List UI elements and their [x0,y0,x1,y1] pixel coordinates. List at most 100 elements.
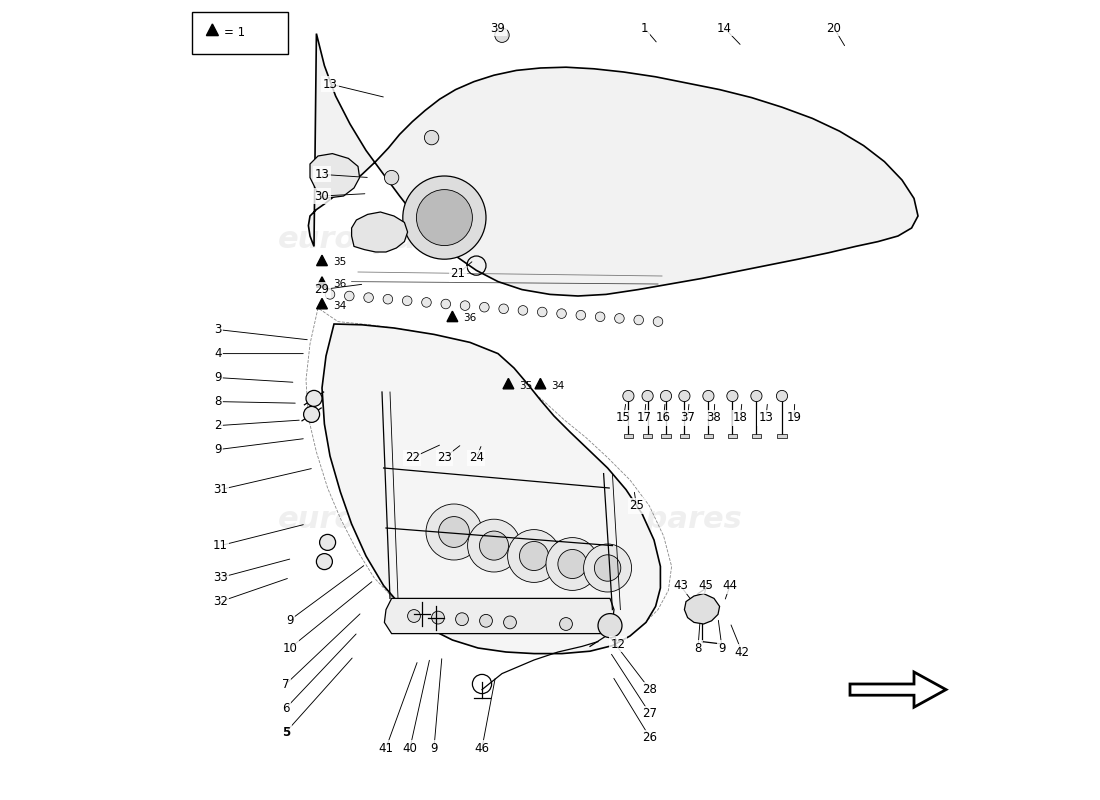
Circle shape [598,614,622,638]
Text: 29: 29 [315,283,330,296]
Circle shape [425,130,439,145]
Circle shape [507,530,560,582]
Text: 6: 6 [283,702,289,714]
Circle shape [403,296,412,306]
Circle shape [727,390,738,402]
Text: 11: 11 [213,539,228,552]
Text: eurospares: eurospares [550,226,742,254]
Text: 40: 40 [403,742,417,754]
Text: 9: 9 [430,742,438,754]
Circle shape [306,390,322,406]
Text: 44: 44 [723,579,737,592]
Text: 22: 22 [405,451,420,464]
Text: 36: 36 [463,314,477,323]
Circle shape [595,312,605,322]
Polygon shape [751,434,761,438]
Circle shape [480,614,493,627]
Text: 1: 1 [640,22,648,34]
Text: 2: 2 [214,419,222,432]
Text: 18: 18 [733,411,748,424]
Text: eurospares: eurospares [550,506,742,534]
Polygon shape [352,212,408,252]
Circle shape [468,519,520,572]
Circle shape [417,190,472,246]
Polygon shape [317,255,328,266]
Text: 14: 14 [717,22,732,34]
Circle shape [703,390,714,402]
Text: 35: 35 [333,258,346,267]
Text: 9: 9 [214,371,222,384]
Polygon shape [778,434,786,438]
Text: 34: 34 [333,301,346,310]
Circle shape [421,298,431,307]
Text: 43: 43 [673,579,688,592]
Text: 24: 24 [469,451,484,464]
Text: 30: 30 [315,190,329,202]
Text: 23: 23 [437,451,452,464]
Polygon shape [317,298,328,309]
Text: 38: 38 [706,411,722,424]
Polygon shape [624,434,634,438]
Text: 31: 31 [213,483,228,496]
Text: 17: 17 [637,411,652,424]
Circle shape [344,291,354,301]
Circle shape [431,611,444,624]
Circle shape [326,290,334,299]
Text: 7: 7 [283,678,289,690]
Polygon shape [661,434,671,438]
Text: 36: 36 [333,279,346,289]
Text: 32: 32 [213,595,228,608]
Circle shape [403,176,486,259]
Circle shape [439,517,470,547]
Circle shape [495,28,509,42]
Circle shape [576,310,585,320]
Circle shape [383,294,393,304]
Circle shape [660,390,672,402]
Text: 3: 3 [214,323,222,336]
Polygon shape [317,277,328,287]
Text: 46: 46 [474,742,490,754]
Circle shape [460,301,470,310]
Text: 10: 10 [283,642,297,654]
Circle shape [408,610,420,622]
Circle shape [480,302,490,312]
Circle shape [584,544,631,592]
Circle shape [594,555,620,581]
Text: 13: 13 [322,78,338,90]
Circle shape [634,315,643,325]
Circle shape [615,314,624,323]
Polygon shape [684,594,719,624]
Circle shape [317,554,332,570]
Text: 8: 8 [214,395,222,408]
Circle shape [560,618,572,630]
Text: 41: 41 [378,742,394,754]
Text: 45: 45 [698,579,714,592]
Circle shape [426,504,482,560]
Text: 27: 27 [642,707,658,720]
Circle shape [623,390,634,402]
Text: = 1: = 1 [223,26,244,39]
Text: 39: 39 [491,22,505,34]
Circle shape [558,550,587,578]
Text: eurospares: eurospares [277,226,471,254]
Circle shape [304,406,320,422]
Circle shape [653,317,663,326]
Text: 15: 15 [616,411,631,424]
Circle shape [777,390,788,402]
Text: 16: 16 [656,411,671,424]
Circle shape [384,170,399,185]
Text: 13: 13 [759,411,773,424]
Text: 37: 37 [680,411,695,424]
Text: 19: 19 [786,411,802,424]
Text: 13: 13 [315,168,329,181]
Polygon shape [308,34,918,296]
Circle shape [441,299,451,309]
Circle shape [546,538,598,590]
Circle shape [498,304,508,314]
Polygon shape [207,24,219,35]
Polygon shape [680,434,690,438]
Circle shape [751,390,762,402]
Text: eurospares: eurospares [277,506,471,534]
Circle shape [455,613,469,626]
Text: 9: 9 [286,614,294,626]
